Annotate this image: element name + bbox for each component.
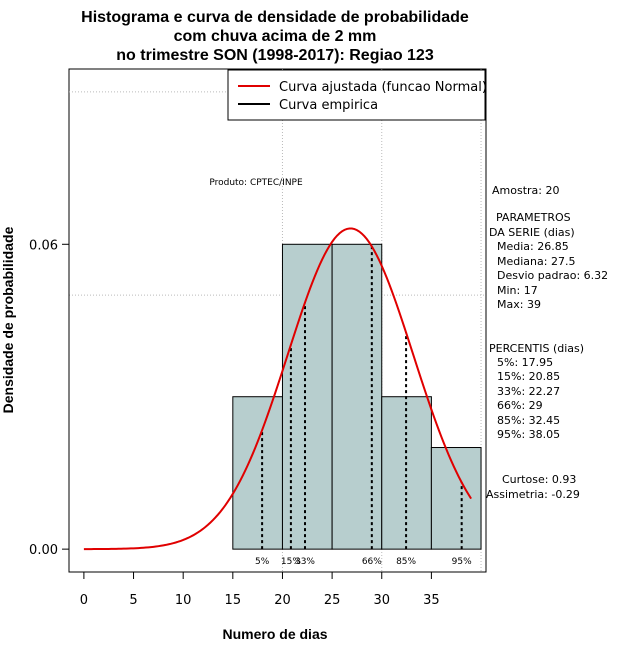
stat-max: Max: 39 [497, 298, 541, 311]
stat-media: Media: 26.85 [497, 240, 569, 253]
legend-label-normal: Curva ajustada (funcao Normal) [279, 80, 487, 95]
y-tick-label-0: 0.00 [29, 543, 58, 558]
stat-params-title-1: PARAMETROS [496, 211, 571, 224]
stat-mediana: Mediana: 27.5 [497, 255, 575, 268]
stats-panel: Amostra: 20 PARAMETROS DA SERIE (dias) M… [486, 184, 608, 501]
histogram-bar-0 [232, 396, 283, 550]
x-tick-label-4: 20 [274, 593, 291, 608]
stat-amostra: Amostra: 20 [492, 184, 559, 197]
x-tick-label-2: 10 [175, 593, 192, 608]
stat-curtose: Curtose: 0.93 [502, 473, 576, 486]
x-tick-label-6: 30 [373, 593, 390, 608]
y-axis: 0.00 0.06 [29, 238, 70, 558]
percentile-label-1: 15% [281, 557, 301, 567]
stat-p5: 5%: 17.95 [497, 356, 553, 369]
percentile-label-2: 33% [295, 557, 315, 567]
stat-desvio: Desvio padrao: 6.32 [497, 269, 608, 282]
product-label: Produto: CPTEC/INPE [209, 178, 303, 188]
percentile-labels: 5% 15%33% 66% 85% 95% [255, 557, 472, 567]
legend: Curva ajustada (funcao Normal) Curva emp… [227, 69, 487, 121]
histogram-bar-4 [430, 447, 482, 550]
percentile-lines [261, 246, 463, 550]
legend-box [227, 69, 486, 121]
histogram-bar-2 [331, 243, 383, 550]
stat-p95: 95%: 38.05 [497, 428, 560, 441]
percentile-label-3: 66% [362, 557, 382, 567]
y-tick-label-1: 0.06 [29, 238, 58, 253]
y-axis-label: Densidade de probabilidade [0, 226, 16, 413]
x-tick-label-5: 25 [324, 593, 341, 608]
x-tick-label-3: 15 [225, 593, 242, 608]
grid [69, 69, 486, 572]
x-tick-label-7: 35 [423, 593, 440, 608]
percentile-label-0: 5% [255, 557, 270, 567]
percentile-label-4: 85% [396, 557, 416, 567]
histogram-bars [232, 243, 482, 550]
chart-title: Histograma e curva de densidade de proba… [81, 9, 469, 64]
x-axis: 0 5 10 15 20 25 30 35 [80, 571, 440, 608]
stat-p33: 33%: 22.27 [497, 385, 560, 398]
stat-p15: 15%: 20.85 [497, 370, 560, 383]
title-line-2: com chuva acima de 2 mm [174, 28, 377, 45]
percentile-label-5: 95% [452, 557, 472, 567]
title-line-1: Histograma e curva de densidade de proba… [81, 9, 469, 26]
normal-curve [83, 227, 472, 551]
stat-min: Min: 17 [497, 284, 538, 297]
stat-p85: 85%: 32.45 [497, 414, 560, 427]
x-tick-label-1: 5 [129, 593, 137, 608]
legend-label-empirical: Curva empirica [279, 98, 378, 113]
histogram-bar-3 [381, 396, 432, 550]
x-tick-label-0: 0 [80, 593, 88, 608]
stat-params-title-2: DA SERIE (dias) [489, 226, 575, 239]
stat-assimetria: Assimetria: -0.29 [486, 488, 580, 501]
x-axis-label: Numero de dias [222, 626, 327, 642]
title-line-3: no trimestre SON (1998-2017): Regiao 123 [116, 47, 434, 64]
stat-percentis-title: PERCENTIS (dias) [489, 342, 584, 355]
stat-p66: 66%: 29 [497, 399, 543, 412]
